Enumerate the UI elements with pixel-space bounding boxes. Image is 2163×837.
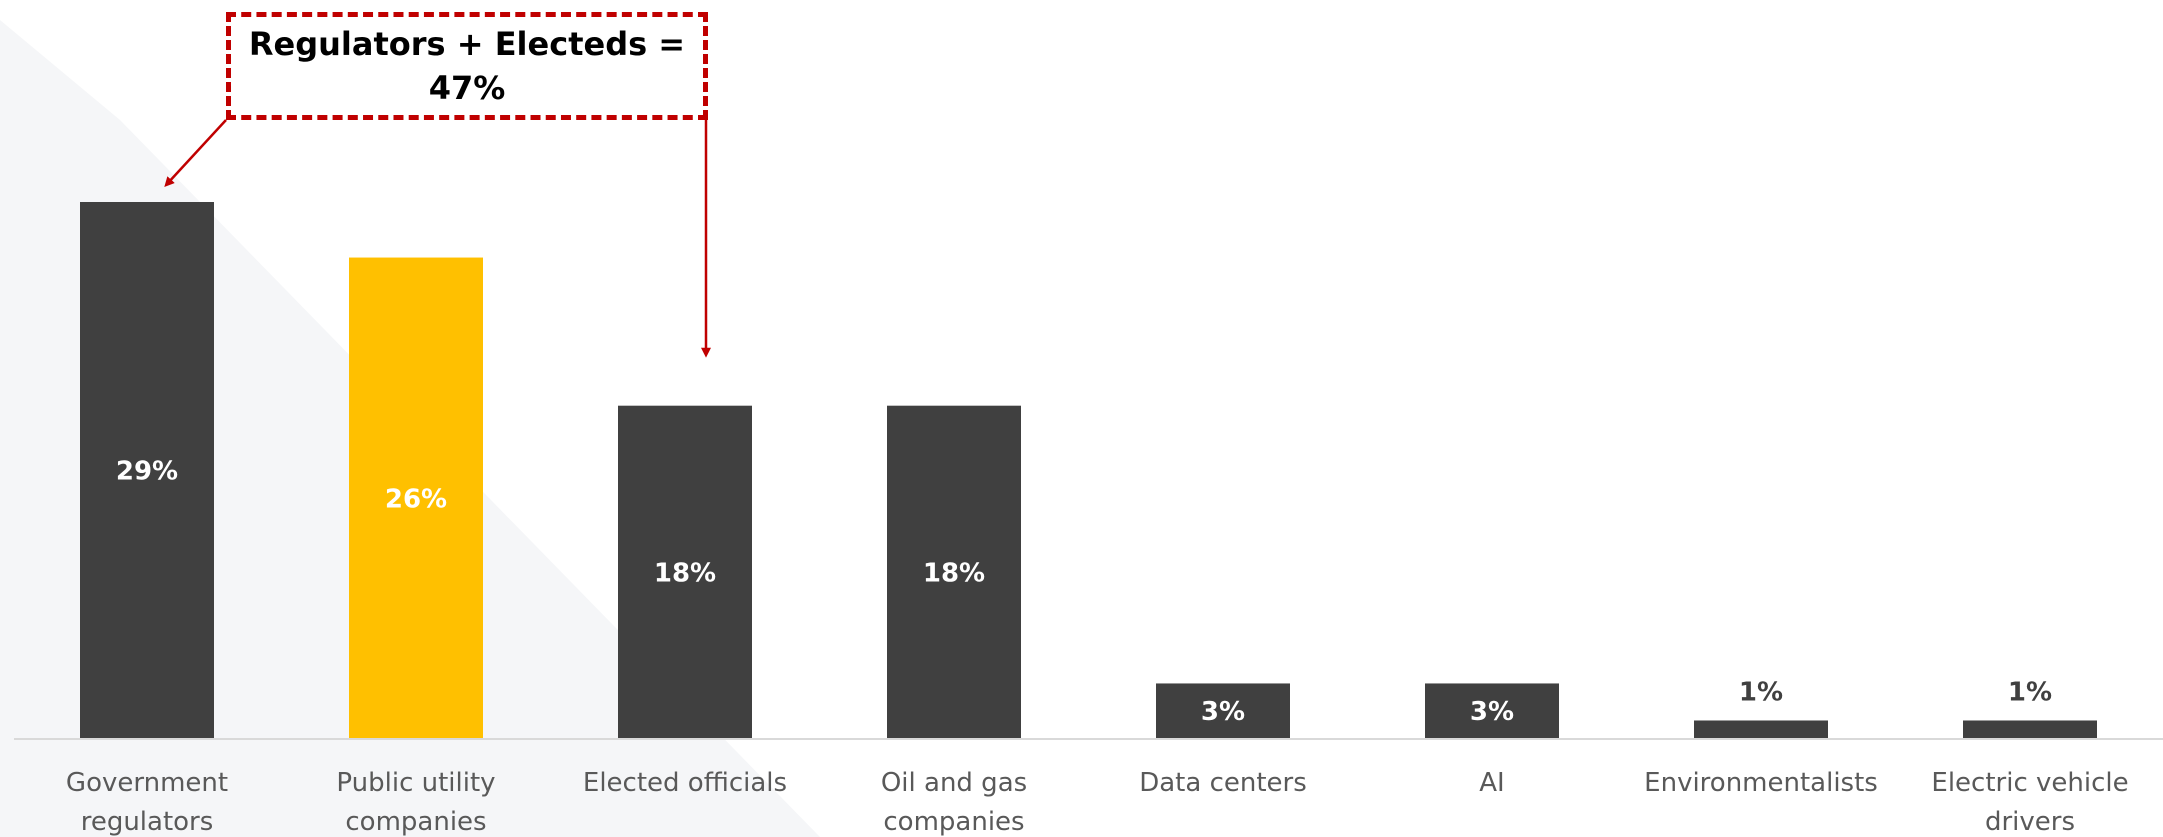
category-label-7: Electric vehicle drivers xyxy=(1931,768,2128,837)
category-label-6: Environmentalists xyxy=(1644,768,1878,798)
category-label-3: Oil and gas companies xyxy=(881,768,1027,837)
bar-value-label-1: 26% xyxy=(385,484,447,514)
category-label-5: AI xyxy=(1479,768,1504,798)
annotation-callout-box: Regulators + Electeds = 47% xyxy=(226,12,708,120)
bar-0 xyxy=(80,202,214,739)
category-label-line: Oil and gas xyxy=(881,768,1027,798)
bar-7 xyxy=(1963,720,2097,739)
category-label-line: Public utility xyxy=(336,768,495,798)
category-label-line: companies xyxy=(883,807,1024,837)
category-label-line: Data centers xyxy=(1139,768,1307,798)
bar-value-label-3: 18% xyxy=(923,558,985,588)
category-label-line: drivers xyxy=(1985,807,2075,837)
bar-2 xyxy=(618,405,752,739)
bar-value-label-6: 1% xyxy=(1739,677,1783,707)
callout-arrow-left xyxy=(164,119,227,187)
bar-4 xyxy=(1156,683,1290,739)
callout-arrows-layer xyxy=(164,119,711,358)
category-label-line: Electric vehicle xyxy=(1931,768,2128,798)
category-labels-layer: Government regulators Public utility compan… xyxy=(66,768,2129,837)
bar-5 xyxy=(1425,683,1559,739)
bars-layer xyxy=(80,202,2097,739)
bar-value-label-0: 29% xyxy=(116,457,178,487)
bar-value-label-2: 18% xyxy=(654,558,716,588)
bar-value-label-5: 3% xyxy=(1470,697,1514,727)
category-label-line: Elected officials xyxy=(583,768,787,798)
bar-6 xyxy=(1694,720,1828,739)
bar-3 xyxy=(887,405,1021,739)
bar-value-label-7: 1% xyxy=(2008,677,2052,707)
annotation-callout-text: Regulators + Electeds = 47% xyxy=(248,25,686,107)
category-label-2: Elected officials xyxy=(583,768,787,798)
bar-1 xyxy=(349,257,483,739)
category-label-1: Public utility companies xyxy=(336,768,495,837)
category-label-line: regulators xyxy=(81,807,214,837)
value-labels-layer: 29% 26% 18% 18% 3% 3% 1% 1% xyxy=(116,457,2052,728)
category-label-line: Environmentalists xyxy=(1644,768,1878,798)
category-label-line: companies xyxy=(345,807,486,837)
category-label-line: AI xyxy=(1479,768,1504,798)
category-label-0: Government regulators xyxy=(66,768,228,837)
category-label-line: Government xyxy=(66,768,228,798)
bar-value-label-4: 3% xyxy=(1201,697,1245,727)
category-label-4: Data centers xyxy=(1139,768,1307,798)
